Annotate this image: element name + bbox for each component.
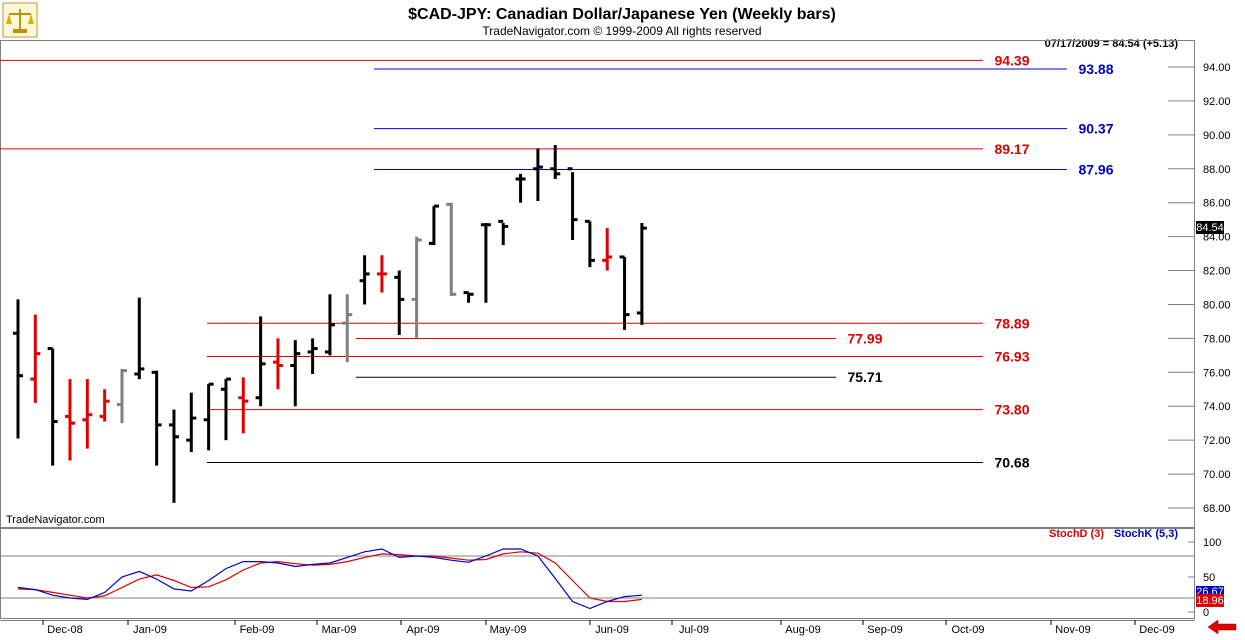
price-bar [463,291,474,303]
y-tick-label: 86.00 [1203,198,1231,210]
stoch-value-tags: 26.67 18.96 [1196,586,1224,607]
y-tick-label: 92.00 [1203,96,1231,108]
price-bar [82,379,93,449]
price-bar [498,219,509,246]
price-bar [255,316,266,407]
price-bar [446,202,457,296]
x-tick-label: Jul-09 [679,624,709,636]
y-tick-label: 76.00 [1203,367,1231,379]
level-label: 76.93 [994,349,1029,365]
price-bar [290,340,301,407]
y-tick-label: 74.00 [1203,401,1231,413]
oscillator-panel-border [0,528,1195,619]
price-bar [619,255,630,330]
price-bar [203,382,214,451]
price-bar [584,219,595,268]
x-tick-label: Mar-09 [322,624,357,636]
y-tick-label: 82.00 [1203,266,1231,278]
price-bar [151,370,162,466]
legend-stochk: StochK (5,3) [1114,528,1179,540]
y-tick-label: 78.00 [1203,333,1231,345]
chart-title: $CAD-JPY: Canadian Dollar/Japanese Yen (… [408,6,836,23]
y-tick-label: 70.00 [1203,469,1231,481]
x-tick-label: Aug-09 [785,624,820,636]
x-tick-label: Feb-09 [240,624,275,636]
price-bar [394,270,405,335]
y-tick-label: 84.00 [1203,232,1231,244]
y-tick-label: 88.00 [1203,164,1231,176]
price-bar [238,377,249,434]
price-bar [116,368,127,424]
legend-stochd: StochD (3) [1049,528,1104,540]
price-bar [636,223,647,325]
last-price-value: 84.54 [1196,222,1224,234]
y-tick-label: 94.00 [1203,62,1231,74]
level-label: 75.71 [847,369,882,385]
level-label: 94.39 [994,52,1029,68]
price-status: 07/17/2009 = 84.54 (+5.13) [1045,38,1179,50]
price-panel-border [0,40,1195,528]
x-tick-label: Oct-09 [951,624,984,636]
y-tick-label: 80.00 [1203,299,1231,311]
price-bar [411,236,422,339]
price-bar [168,409,179,503]
x-tick-label: Jan-09 [133,624,167,636]
level-label: 89.17 [994,141,1029,157]
stoch-series-line [17,548,642,610]
stochd-last-value: 18.96 [1196,595,1224,607]
copyright-text: TradeNavigator.com © 1999-2009 All right… [482,24,761,38]
x-tick-label: Nov-09 [1055,624,1090,636]
price-bar [272,338,283,390]
osc-tick-label: 100 [1203,537,1221,549]
price-bar [99,389,110,422]
price-bar [47,347,58,466]
price-bar [428,204,439,246]
price-bar [376,255,387,293]
level-label: 78.89 [994,315,1029,331]
x-tick-label: Apr-09 [406,624,439,636]
level-label: 93.88 [1078,61,1113,77]
logo-icon[interactable] [2,2,38,38]
x-tick-label: Sep-09 [867,624,902,636]
x-tick-label: Dec-09 [1139,624,1174,636]
last-price-tag: 84.54 [1196,221,1224,234]
watermark-text: TradeNavigator.com [6,514,105,526]
price-bar [30,314,41,403]
price-bar [567,167,578,241]
level-label: 77.99 [847,331,882,347]
y-tick-label: 90.00 [1203,130,1231,142]
y-tick-label: 72.00 [1203,435,1231,447]
price-bar [342,294,353,363]
price-bar [550,145,561,179]
price-bar [13,299,23,439]
price-bar [480,223,491,303]
price-bar [64,379,75,461]
level-label: 70.68 [994,455,1029,471]
scroll-left-arrow-icon[interactable] [1207,619,1237,635]
price-bar [602,228,613,271]
level-label: 87.96 [1078,161,1113,177]
osc-tick-label: 0 [1203,607,1209,619]
price-bar [186,392,197,453]
x-tick-label: Jun-09 [595,624,629,636]
price-bar [532,148,543,201]
x-tick-label: Dec-08 [47,624,82,636]
price-bar [324,294,335,356]
y-tick-label: 68.00 [1203,503,1231,515]
price-bar [134,297,145,380]
x-tick-label: May-09 [490,624,527,636]
price-bar [359,255,370,305]
price-bar [307,338,318,375]
price-bar [515,173,526,203]
price-bar [220,377,231,441]
level-label: 73.80 [994,402,1029,418]
level-label: 90.37 [1078,121,1113,137]
stoch-series-line [17,551,642,603]
osc-tick-label: 50 [1203,572,1215,584]
